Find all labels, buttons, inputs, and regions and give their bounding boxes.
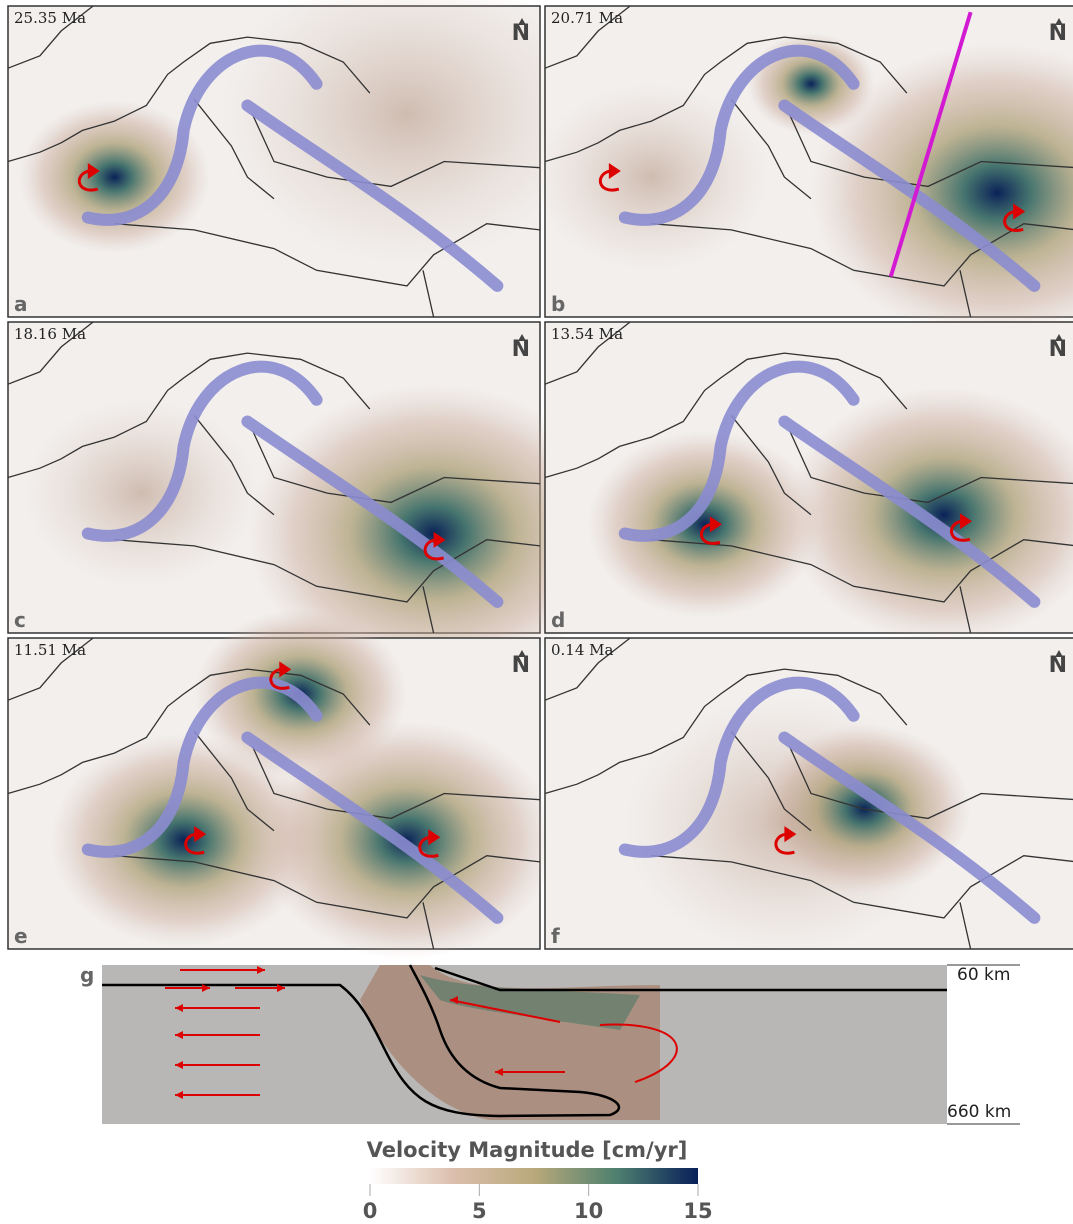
- panel-label: c: [14, 608, 26, 632]
- colorbar-tick-label: 10: [574, 1199, 603, 1223]
- colorbar: [370, 1168, 698, 1184]
- colorbar-tick-label: 0: [363, 1199, 378, 1223]
- panel-time: 11.51 Ma: [14, 641, 86, 659]
- panel-time: 18.16 Ma: [14, 325, 86, 343]
- cross-section: g 60 km 660 km: [80, 963, 1020, 1124]
- colorbar-title: Velocity Magnitude [cm/yr]: [367, 1138, 688, 1162]
- depth-label: 60 km: [957, 965, 1010, 985]
- colorbar-tick-label: 5: [472, 1199, 487, 1223]
- panel-label: e: [14, 924, 28, 948]
- colorbar-tick-label: 15: [683, 1199, 712, 1223]
- depth-label: 660 km: [947, 1102, 1011, 1122]
- velocity-field: [534, 83, 768, 270]
- panel-label: b: [551, 292, 565, 316]
- figure: 25.35 MaNa20.71 MaNb18.16 MaNc13.54 MaNd…: [0, 0, 1073, 1224]
- panel-time: 20.71 Ma: [551, 9, 623, 27]
- panel-time: 13.54 Ma: [551, 325, 623, 343]
- panel-label: f: [551, 924, 560, 948]
- panel-label: g: [80, 963, 94, 987]
- panel-label: d: [551, 608, 565, 632]
- panel-label: a: [14, 292, 28, 316]
- velocity-field: [24, 399, 258, 586]
- panel-time: 0.14 Ma: [551, 641, 614, 659]
- panel-time: 25.35 Ma: [14, 9, 86, 27]
